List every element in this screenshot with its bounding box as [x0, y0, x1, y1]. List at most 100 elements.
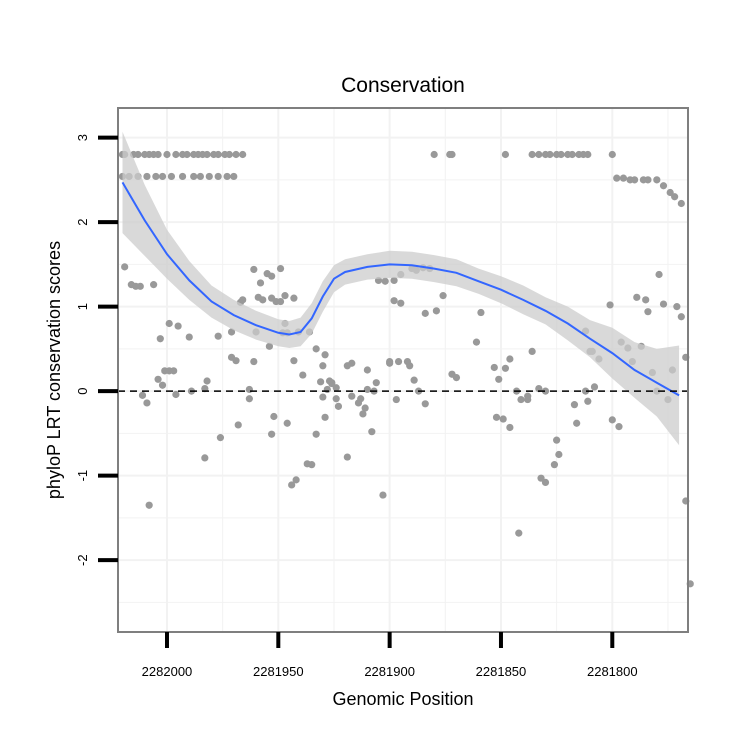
- data-point: [172, 150, 180, 159]
- data-point: [410, 376, 418, 384]
- data-point: [541, 387, 550, 395]
- data-point: [323, 385, 331, 394]
- data-point: [143, 172, 151, 181]
- data-point: [608, 416, 616, 424]
- data-point: [196, 172, 204, 181]
- data-point: [677, 313, 685, 321]
- data-point: [232, 150, 240, 159]
- data-point: [390, 297, 398, 305]
- data-point: [154, 375, 162, 383]
- data-point: [145, 501, 153, 509]
- data-point: [644, 308, 652, 316]
- data-point: [379, 491, 387, 499]
- data-point: [397, 299, 405, 307]
- data-point: [276, 264, 285, 273]
- data-point: [515, 529, 523, 537]
- data-point: [673, 303, 681, 311]
- data-point: [363, 385, 371, 394]
- data-point: [143, 399, 151, 407]
- y-tick-label: 2: [75, 218, 90, 225]
- data-point: [439, 292, 447, 300]
- data-point: [653, 176, 661, 184]
- data-point: [368, 428, 376, 436]
- confidence-ribbon: [122, 131, 680, 446]
- data-point: [214, 150, 222, 159]
- data-point: [319, 362, 327, 370]
- data-point: [214, 172, 222, 181]
- data-point: [205, 172, 213, 181]
- data-point: [167, 172, 176, 181]
- data-point: [406, 362, 414, 370]
- data-point: [671, 193, 679, 201]
- data-point: [183, 150, 191, 159]
- data-point: [138, 391, 147, 399]
- data-point: [154, 150, 162, 159]
- data-point: [472, 338, 481, 346]
- data-point: [201, 454, 209, 462]
- data-point: [392, 395, 400, 404]
- data-point: [250, 265, 258, 274]
- data-point: [568, 150, 576, 159]
- data-point: [590, 383, 599, 391]
- data-point: [633, 293, 641, 301]
- data-point: [178, 172, 187, 181]
- y-tick-label: 0: [75, 388, 90, 395]
- data-point: [386, 357, 394, 366]
- data-point: [555, 450, 563, 459]
- data-point: [659, 182, 668, 190]
- data-point: [270, 412, 278, 421]
- data-point: [265, 342, 274, 350]
- data-point: [343, 453, 351, 461]
- data-point: [506, 355, 514, 363]
- data-point: [581, 387, 590, 395]
- y-tick-label: 3: [75, 134, 90, 141]
- data-point: [535, 150, 543, 159]
- x-axis-title: Genomic Position: [332, 689, 473, 709]
- data-point: [608, 150, 616, 159]
- data-point: [677, 199, 685, 208]
- data-point: [573, 419, 581, 427]
- data-point: [606, 301, 614, 309]
- data-point: [343, 362, 351, 370]
- data-point: [156, 335, 164, 343]
- data-point: [254, 293, 262, 301]
- data-point: [361, 404, 369, 412]
- data-point: [644, 176, 652, 184]
- data-point: [359, 410, 367, 418]
- y-tick-label: 1: [75, 303, 90, 310]
- data-point: [363, 366, 371, 374]
- data-point: [152, 172, 160, 181]
- data-point: [276, 297, 285, 306]
- smooth-trend-line: [121, 181, 680, 397]
- data-point: [185, 333, 193, 341]
- data-point: [546, 150, 554, 159]
- data-point: [245, 395, 253, 403]
- x-tick-label: 2281950: [253, 664, 304, 679]
- data-point: [553, 436, 561, 444]
- data-point: [421, 400, 429, 408]
- data-point: [268, 272, 276, 280]
- data-point: [506, 423, 514, 432]
- data-point: [528, 347, 536, 356]
- data-point: [524, 395, 532, 404]
- data-point: [312, 345, 320, 353]
- data-point: [372, 379, 380, 387]
- data-point: [158, 172, 167, 181]
- data-point: [394, 357, 403, 366]
- data-point: [299, 371, 307, 379]
- data-point: [541, 478, 550, 487]
- x-tick-label: 2282000: [142, 664, 193, 679]
- data-point: [613, 174, 621, 182]
- data-point: [232, 357, 240, 365]
- data-point: [239, 296, 247, 304]
- data-point: [136, 282, 144, 290]
- data-point: [642, 296, 650, 304]
- data-point: [317, 378, 325, 386]
- x-tick-label: 2281900: [364, 664, 415, 679]
- data-point: [203, 377, 211, 385]
- data-point: [492, 413, 501, 421]
- data-point: [321, 351, 329, 359]
- data-point: [163, 150, 171, 159]
